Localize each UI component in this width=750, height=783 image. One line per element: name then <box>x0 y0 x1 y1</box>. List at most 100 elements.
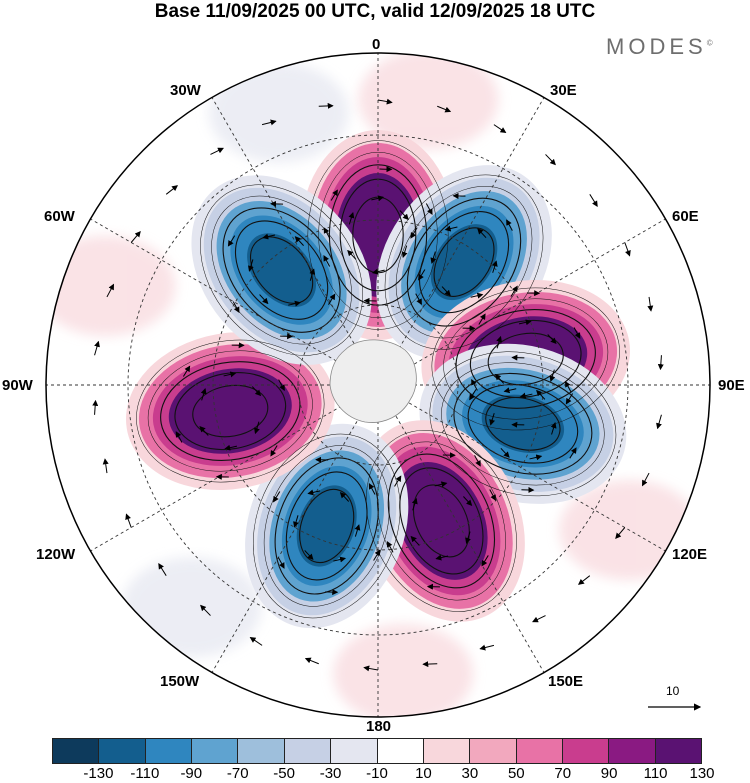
label-lon-0: 0 <box>372 36 381 53</box>
wind-vector <box>261 119 277 126</box>
label-lon-30e: 30E <box>550 82 577 99</box>
wind-vector <box>491 260 498 273</box>
contour-line <box>136 339 325 483</box>
wind-vector <box>377 98 393 105</box>
wind-vector <box>333 556 347 563</box>
wind-vector <box>227 235 236 247</box>
label-lon-120w: 120W <box>36 546 76 563</box>
wind-vector <box>259 294 269 305</box>
wind-vector <box>363 665 379 672</box>
wind-vector <box>210 147 224 155</box>
wind-vector <box>348 211 355 225</box>
wind-vector <box>444 225 458 232</box>
meridian-line <box>211 384 379 673</box>
wind-vector <box>373 549 381 561</box>
colorbar-tick-label: -30 <box>319 765 342 782</box>
wind-vector <box>500 447 510 458</box>
wind-vector <box>401 245 408 259</box>
wind-vector <box>309 268 316 281</box>
latitude-circle <box>127 134 629 636</box>
colorbar-tick-label: 10 <box>415 765 432 782</box>
wind-vector <box>175 431 183 443</box>
wind-vector <box>304 550 314 560</box>
wind-vector <box>251 386 262 397</box>
contour-line <box>263 445 390 607</box>
colorbar-tick-label: 50 <box>507 765 525 782</box>
outer-anomaly <box>46 235 176 336</box>
meridian-line <box>90 384 379 552</box>
contour-line <box>469 319 582 398</box>
wind-vector <box>277 557 285 569</box>
wind-vector <box>330 189 338 201</box>
wind-vector <box>494 373 505 384</box>
contour-line <box>285 471 368 581</box>
brand-logo: MODES© <box>606 34 713 59</box>
negative-anomaly-level <box>481 394 565 453</box>
wind-vector <box>489 489 496 501</box>
colorbar-tick-label: -130 <box>83 765 114 782</box>
wind-vector <box>158 562 167 576</box>
wind-vector <box>304 657 319 665</box>
wind-vector <box>471 379 478 391</box>
colorbar-swatch <box>98 739 145 763</box>
colorbar-swatch <box>561 739 609 763</box>
wind-vector <box>200 604 211 616</box>
outer-anomaly <box>333 623 474 717</box>
wind-vector <box>288 300 301 307</box>
wind-vector <box>615 527 626 539</box>
colorbar-swatch <box>422 739 470 763</box>
lat-lon-grid <box>46 53 710 717</box>
contour-line <box>147 350 313 472</box>
wind-vector <box>182 365 191 377</box>
contour-line <box>441 362 605 486</box>
label-lon-30w: 30W <box>170 82 201 99</box>
contour-line <box>192 384 269 438</box>
colorbar-swatch <box>515 739 562 763</box>
wind-vector <box>339 491 350 502</box>
contour-line <box>395 185 533 339</box>
meridian-line <box>377 384 666 552</box>
wind-vector <box>399 210 409 221</box>
wind-vector <box>493 124 507 134</box>
wind-vector <box>536 389 546 400</box>
wind-vector <box>519 392 533 399</box>
colorbar-swatch <box>144 739 192 763</box>
wind-vector <box>307 489 321 496</box>
colorbar-tick-label: 110 <box>643 765 668 782</box>
positive-anomaly-level <box>188 382 272 440</box>
wind-vector <box>347 249 357 260</box>
wind-vector <box>478 313 486 325</box>
wind-vector <box>518 319 532 326</box>
colorbar-swatch <box>53 739 99 763</box>
wind-vector <box>415 293 422 306</box>
wind-vector <box>657 355 664 371</box>
label-lon-90w: 90W <box>2 377 33 394</box>
wind-vector <box>270 445 278 457</box>
wind-vectors <box>92 98 664 672</box>
wind-vector <box>371 195 385 202</box>
wind-vector <box>573 327 581 339</box>
positive-anomaly-level <box>410 481 473 561</box>
colorbar-tick-label: -10 <box>366 765 388 782</box>
chart-title: Base 11/09/2025 00 UTC, valid 12/09/2025… <box>154 1 596 22</box>
wind-vector <box>430 251 437 264</box>
wind-vector <box>465 531 471 545</box>
meridian-line <box>211 97 379 386</box>
wind-vector <box>550 422 557 435</box>
wind-vector <box>224 444 238 451</box>
colorbar-tick-label: -110 <box>130 765 160 782</box>
colorbar-tick-label: -90 <box>180 765 203 782</box>
meridian-line <box>377 384 545 673</box>
wind-vector <box>474 455 481 467</box>
wind-vector <box>506 219 513 231</box>
wind-vector <box>354 524 361 537</box>
label-lon-60w: 60W <box>44 208 75 225</box>
contour-line <box>200 184 363 356</box>
wind-vector <box>510 285 518 297</box>
wind-vector <box>549 369 556 383</box>
wind-vector <box>496 335 502 349</box>
wind-vector <box>647 296 654 312</box>
wind-vector <box>469 389 477 401</box>
contour-line <box>443 298 609 420</box>
meridian-line <box>90 218 379 386</box>
